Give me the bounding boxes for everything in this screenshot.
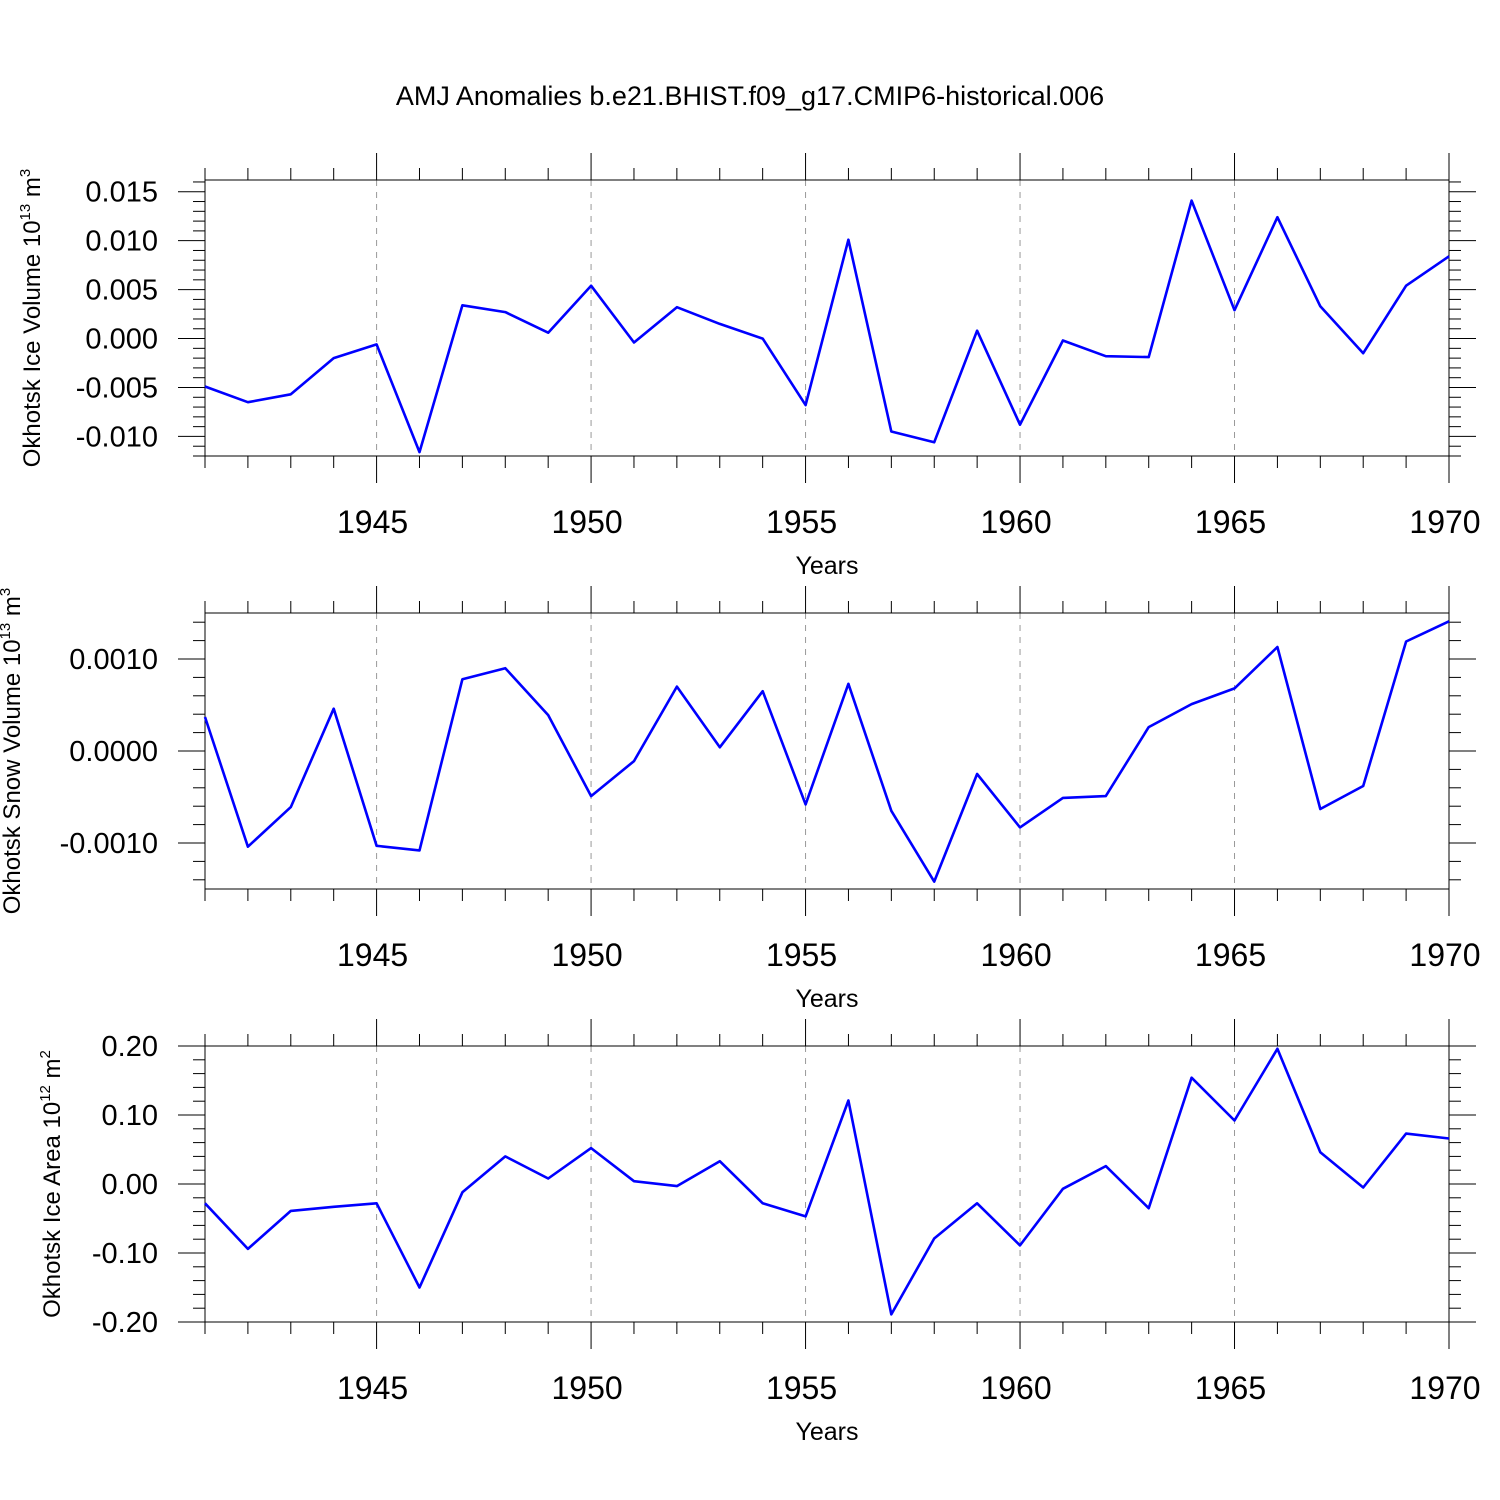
ice-area-panel: -0.20-0.100.000.100.20 1945 1950 1955 1960 1… [37,1019,1481,1446]
y-tick-label: 0.010 [85,226,158,258]
major-ticks [178,153,1476,483]
y-tick-label: -0.010 [76,421,158,453]
x-axis-label: Years [795,552,858,580]
y-tick-label: 0.015 [85,177,158,209]
y-axis-label: Okhotsk Ice Area 1012 m2 [37,1050,66,1318]
x-tick-labels: 1945 1950 1955 1960 1965 1970 [337,1370,1481,1406]
y-axis-label-main: Okhotsk Ice Area 10 [39,1102,66,1318]
y-tick-label: -0.005 [76,372,158,404]
x-tick-label: 1970 [1409,937,1480,973]
y-tick-label: -0.10 [92,1238,158,1270]
y-axis-label-exponent: 12 [37,1085,54,1102]
y-tick-label: 0.10 [102,1100,158,1132]
y-axis-label-unit-exponent: 3 [0,588,14,596]
y-tick-label: 0.20 [102,1031,158,1063]
major-ticks [178,1019,1476,1349]
y-axis-label: Okhotsk Ice Volume 1013 m3 [17,169,46,468]
x-gridlines [376,180,1236,456]
x-axis-label: Years [795,985,858,1013]
x-tick-label: 1950 [551,1370,622,1406]
x-tick-label: 1970 [1409,1370,1480,1406]
snow-volume-panel: -0.0010 0.0000 0.0010 1945 1950 1955 1960 1965… [0,586,1481,1013]
x-tick-label: 1950 [551,504,622,540]
y-tick-label: -0.0010 [60,828,158,860]
plot-frame [204,1045,1450,1323]
y-axis-label-unit: m [19,177,46,204]
x-tick-label: 1945 [337,504,408,540]
y-axis-label-unit-exponent: 3 [17,169,34,177]
y-tick-label: 0.005 [85,275,158,307]
x-tick-label: 1955 [766,504,837,540]
figure-title: AMJ Anomalies b.e21.BHIST.f09_g17.CMIP6-… [396,81,1104,111]
x-tick-label: 1960 [980,1370,1051,1406]
x-tick-label: 1955 [766,1370,837,1406]
y-axis-label-exponent: 13 [17,204,34,221]
plot-frame [204,179,1450,457]
x-tick-label: 1945 [337,1370,408,1406]
x-tick-label: 1960 [980,937,1051,973]
x-tick-labels: 1945 1950 1955 1960 1965 1970 [337,937,1481,973]
major-ticks [178,586,1476,916]
x-tick-label: 1945 [337,937,408,973]
y-axis-label-unit-exponent: 2 [37,1050,54,1058]
x-gridlines [376,613,1236,889]
y-axis-label-unit: m [39,1058,66,1085]
x-tick-label: 1960 [980,504,1051,540]
y-axis-label-main: Okhotsk Ice Volume 10 [19,220,46,467]
y-axis-label-main: Okhotsk Snow Volume 10 [0,639,26,914]
ice-area-series-line [204,1047,1450,1316]
x-tick-label: 1965 [1195,504,1266,540]
y-tick-labels: -0.0010 0.0000 0.0010 [60,644,158,860]
y-tick-label: 0.0010 [69,644,158,676]
x-tick-label: 1970 [1409,504,1480,540]
x-gridlines [376,1046,1236,1322]
y-tick-label: 0.000 [85,324,158,356]
x-tick-labels: 1945 1950 1955 1960 1965 1970 [337,504,1481,540]
ice-volume-panel: -0.010 -0.005 0.000 0.005 0.010 0.015 1945 195… [17,153,1481,580]
y-axis-label-unit: m [0,596,26,623]
x-axis-label: Years [795,1418,858,1446]
y-tick-labels: -0.20 -0.10 0.00 0.10 0.20 [92,1031,158,1339]
y-tick-label: 0.00 [102,1169,158,1201]
x-tick-label: 1965 [1195,1370,1266,1406]
minor-ticks [193,1034,1461,1334]
minor-ticks [193,168,1461,468]
y-tick-labels: -0.010 -0.005 0.000 0.005 0.010 0.015 [76,177,158,454]
snow-volume-series-line [203,620,1450,883]
x-tick-label: 1950 [551,937,622,973]
y-tick-label: -0.20 [92,1307,158,1339]
minor-ticks [193,601,1461,901]
y-tick-label: 0.0000 [69,736,158,768]
ice-volume-series-line [204,199,1450,454]
x-tick-label: 1955 [766,937,837,973]
x-tick-label: 1965 [1195,937,1266,973]
y-axis-label: Okhotsk Snow Volume 1013 m3 [0,588,26,915]
plot-frame [204,612,1450,890]
y-axis-label-exponent: 13 [0,623,14,640]
